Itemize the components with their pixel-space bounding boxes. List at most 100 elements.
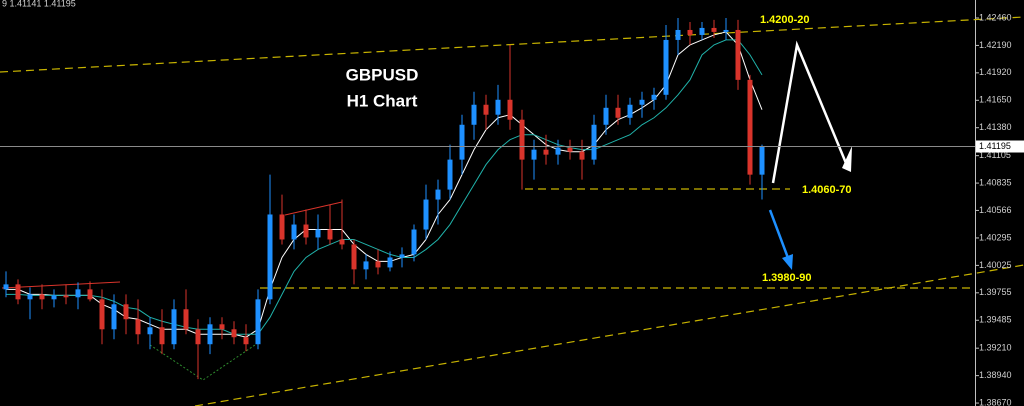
y-tick-label: 1.38670 [979, 397, 1012, 406]
candle-body [279, 214, 285, 240]
y-tick-label: 1.41105 [979, 150, 1011, 160]
candle-body [735, 29, 741, 80]
candle-body [219, 324, 225, 330]
current-price-label: 1.41195 [979, 141, 1011, 151]
candle-body [507, 99, 513, 120]
y-tick-label: 1.39755 [979, 287, 1012, 297]
candle-body [567, 147, 573, 152]
candle-body [111, 304, 117, 330]
candle-body [411, 229, 417, 255]
candle-body [663, 39, 669, 95]
candle-body [747, 79, 753, 175]
candle-body [591, 124, 597, 160]
candle-body [15, 284, 21, 300]
y-tick-label: 1.39485 [979, 315, 1012, 325]
candle-body [207, 324, 213, 345]
candle-body [231, 329, 237, 338]
candle-body [123, 304, 129, 320]
swing-line [149, 344, 256, 381]
candle-body [399, 254, 405, 258]
candle-body [759, 146, 765, 175]
candle-body [159, 327, 165, 345]
y-tick-label: 1.42460 [979, 12, 1012, 22]
candle-body [315, 229, 321, 238]
y-tick-label: 1.40835 [979, 177, 1012, 187]
moving-average [6, 31, 763, 338]
candle-body [375, 261, 381, 268]
candle-body [423, 199, 429, 230]
candle-body [183, 309, 189, 330]
candle-body [675, 29, 681, 40]
level-annotation: 1.4200-20 [760, 14, 810, 26]
arrow-head [782, 254, 793, 270]
candle-body [303, 224, 309, 238]
candle-body [711, 27, 717, 32]
swing-line [284, 201, 343, 216]
level-annotation: 1.3980-90 [762, 272, 812, 284]
candle-body [87, 289, 93, 300]
y-tick-label: 1.40295 [979, 232, 1012, 242]
header-info: 9 1.41141 1.41195 [2, 0, 76, 8]
candle-body [603, 107, 609, 125]
candle-body [243, 337, 249, 345]
candle-body [531, 149, 537, 160]
candle-body [291, 224, 297, 240]
candle-body [387, 257, 393, 268]
chart-subtitle: H1 Chart [347, 91, 418, 110]
forecast-arrow [771, 40, 850, 184]
candle-body [3, 284, 9, 290]
y-tick-label: 1.41920 [979, 67, 1012, 77]
candle-body [171, 309, 177, 345]
candle-body [723, 29, 729, 32]
candle-body [483, 104, 489, 115]
candle-body [267, 214, 273, 300]
candle-body [339, 239, 345, 245]
candle-body [459, 124, 465, 160]
arrow-head [842, 146, 852, 172]
candle-body [627, 104, 633, 118]
y-tick-label: 1.41380 [979, 122, 1012, 132]
y-tick-label: 1.41650 [979, 95, 1012, 105]
candle-body [255, 299, 261, 345]
candle-body [639, 99, 645, 105]
candle-body [63, 295, 69, 298]
candle-body [27, 294, 33, 300]
candle-body [651, 94, 657, 100]
candle-body [687, 29, 693, 35]
candle-body [39, 294, 45, 300]
candle-body [543, 149, 549, 155]
drawings [0, 16, 1024, 406]
forecast-arrow [768, 209, 790, 259]
y-tick-label: 1.38940 [979, 370, 1012, 380]
moving-average [6, 39, 763, 335]
y-tick-label: 1.39210 [979, 343, 1012, 353]
candle-body [699, 27, 705, 35]
candle-body [195, 329, 201, 345]
y-tick-label: 1.42190 [979, 40, 1012, 50]
candle-body [447, 159, 453, 190]
y-tick-label: 1.40025 [979, 260, 1012, 270]
swing-line [1, 281, 121, 289]
candle-body [471, 104, 477, 125]
chart-title: GBPUSD [346, 65, 419, 84]
candle-body [327, 229, 333, 240]
candle-body [495, 99, 501, 115]
candle-body [435, 189, 441, 200]
level-annotation: 1.4060-70 [802, 184, 852, 196]
current-price-box [976, 140, 1024, 153]
candle-body [51, 295, 57, 300]
candle-body [579, 151, 585, 160]
candle-body [519, 119, 525, 160]
candle-body [147, 327, 153, 335]
candle-body [135, 319, 141, 335]
lower-channel [194, 264, 1024, 406]
candle-body [99, 299, 105, 330]
candle-body [615, 107, 621, 118]
candle-body [75, 289, 81, 298]
upper-channel [0, 16, 1024, 73]
candle-body [351, 244, 357, 270]
candle-body [555, 147, 561, 155]
y-tick-label: 1.40566 [979, 205, 1012, 215]
